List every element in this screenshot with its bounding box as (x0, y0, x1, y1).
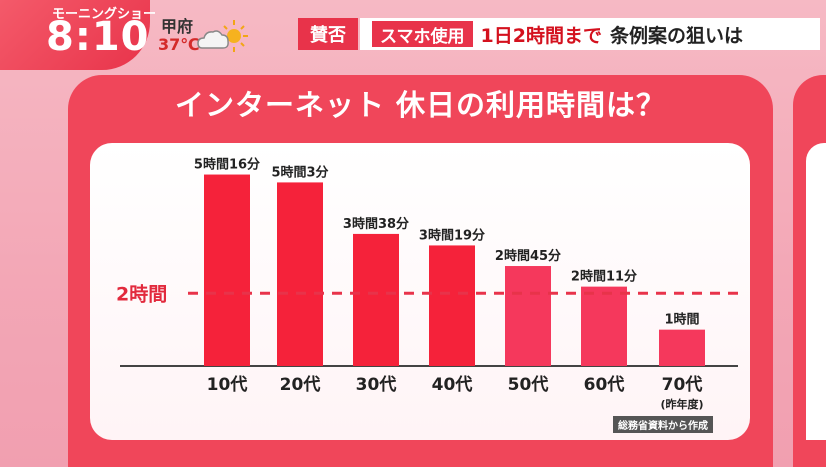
data-label-10代: 5時間16分 (194, 157, 260, 173)
tick-label-30代: 30代 (356, 374, 397, 395)
bar-40代 (429, 245, 475, 366)
weather-temperature: 37℃ (158, 35, 200, 54)
tick-label-70代: 70代 (662, 374, 703, 395)
source-note: 総務省資料から作成 (613, 416, 713, 433)
bar-10代 (204, 174, 250, 366)
pro-con-tag: 賛否 (298, 18, 358, 50)
tick-label-10代: 10代 (207, 374, 248, 395)
bar-70代 (659, 329, 705, 366)
chart-title: インターネット 休日の利用時間は？ (174, 88, 667, 122)
tick-label-60代: 60代 (584, 374, 625, 395)
headline-banner: スマホ使用 1日2時間まで 条例案の狙いは (360, 18, 820, 50)
bar-60代 (581, 286, 627, 366)
tick-note-70代: (昨年度) (660, 397, 703, 411)
tick-label-20代: 20代 (280, 374, 321, 395)
headline-highlight: 1日2時間まで (480, 24, 602, 47)
bar-30代 (353, 233, 399, 366)
cloud-sun-icon (197, 20, 248, 52)
clock-time: 8:10 (46, 14, 150, 60)
data-label-40代: 3時間19分 (419, 227, 485, 243)
headline-text: 条例案の狙いは (609, 24, 743, 47)
show-name: モーニングショー (52, 7, 157, 22)
data-label-70代: 1時間 (664, 312, 699, 328)
next-board-inner (806, 143, 826, 440)
data-label-30代: 3時間38分 (343, 216, 409, 232)
clock-tab (0, 0, 150, 70)
tick-label-50代: 50代 (508, 374, 549, 395)
data-label-50代: 2時間45分 (495, 248, 561, 264)
chart-area (90, 143, 750, 440)
reference-line-label: 2時間 (116, 283, 167, 305)
data-label-60代: 2時間11分 (571, 269, 637, 285)
tick-label-40代: 40代 (432, 374, 473, 395)
data-label-20代: 5時間3分 (271, 164, 328, 180)
weather-city: 甲府 (161, 17, 194, 36)
bar-50代 (505, 266, 551, 366)
headline-tag: スマホ使用 (372, 21, 473, 47)
bar-20代 (277, 182, 323, 366)
